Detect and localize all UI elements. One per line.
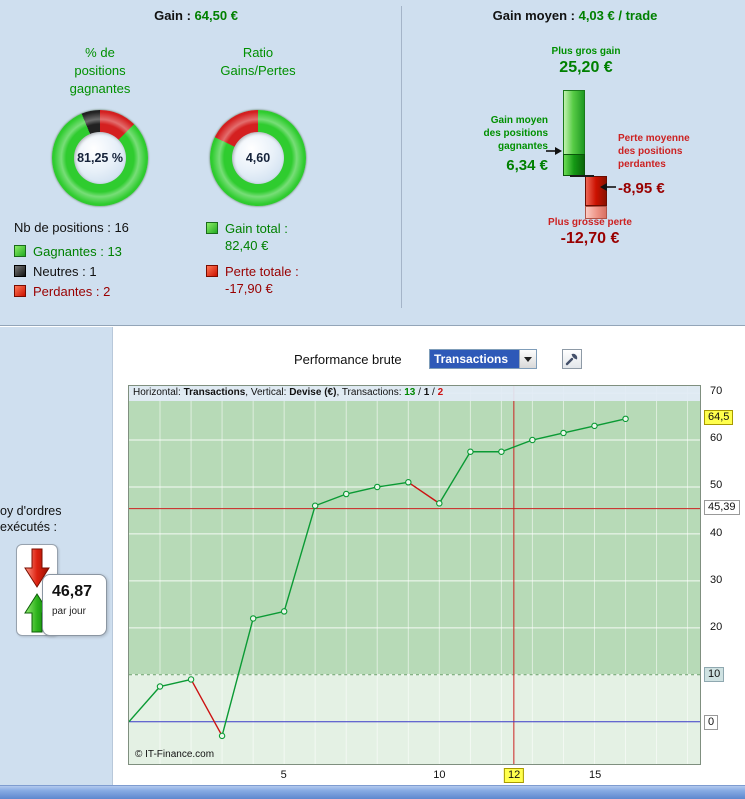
average-loss-value: -8,95 € — [618, 180, 665, 197]
gain-loss-ratio-title: Ratio Gains/Pertes — [220, 45, 296, 78]
left-sidebar: oy d'ordres exécutés : 46,87 par jour — [0, 327, 113, 785]
x-axis: 5 10 15 12 — [128, 768, 701, 785]
winning-positions-title: % de positions gagnantes — [69, 45, 131, 96]
x-tick-label: 10 — [433, 769, 446, 781]
legend-row-winners: Gagnantes : 13 — [14, 241, 129, 261]
info-vertical-value: Devise (€) — [289, 387, 337, 398]
red-square-icon — [14, 285, 26, 297]
winning-positions-percent: 81,25 % — [77, 151, 123, 165]
info-neutral-count: 1 — [423, 387, 430, 398]
gain-loss-ratio-value: 4,60 — [245, 151, 271, 165]
orders-per-day-value: 46,87 — [52, 583, 93, 600]
y-axis: 20 30 40 50 60 70 64,5 45,39 10 0 — [703, 385, 745, 767]
chart-horizontal-axis-select[interactable]: Transactions — [429, 349, 537, 369]
bar-junction-tick — [570, 175, 594, 177]
x-tick-label: 15 — [588, 769, 602, 781]
info-horizontal-label: Horizontal: — [133, 387, 184, 398]
y-tick-label: 40 — [710, 526, 723, 539]
green-square-icon — [206, 222, 218, 234]
totals-legend: Gain total : 82,40 € Perte totale : -17,… — [206, 220, 299, 306]
y-axis-badge: 45,39 — [704, 500, 740, 516]
select-value: Transactions — [430, 350, 519, 368]
legend-row-total-loss: Perte totale : -17,90 € — [206, 263, 299, 297]
total-loss: Perte totale : -17,90 € — [225, 263, 299, 297]
red-square-icon — [206, 265, 218, 277]
total-gain: Gain total : 82,40 € — [225, 220, 288, 254]
info-wins-count: 13 — [404, 387, 416, 398]
orders-label-line2: exécutés : — [0, 520, 57, 534]
legend-row-neutral: Neutres : 1 — [14, 261, 129, 281]
legend-row-total-gain: Gain total : 82,40 € — [206, 220, 299, 254]
info-separator: / — [415, 387, 424, 398]
positions-legend: Nb de positions : 16 Gagnantes : 13 Neut… — [14, 220, 129, 301]
neutral-count-label: Neutres : 1 — [33, 263, 97, 279]
positions-count-label: Nb de positions : 16 — [14, 220, 129, 235]
y-tick-label: 70 — [710, 385, 723, 398]
performance-chart-title: Performance brute — [294, 352, 402, 367]
y-axis-badge: 10 — [704, 667, 725, 683]
winning-positions-donut: 81,25 % — [52, 110, 148, 206]
total-gain-label: Gain total : — [225, 221, 288, 236]
y-axis-badge: 64,5 — [704, 410, 734, 426]
biggest-loss-label: Plus grosse perte — [548, 217, 632, 228]
y-tick-label: 60 — [710, 432, 723, 445]
donut-hole: 4,60 — [232, 132, 284, 184]
x-axis-badge: 12 — [504, 768, 525, 783]
arrow-right-icon — [546, 147, 562, 155]
x-tick-label: 5 — [280, 769, 287, 781]
info-transactions-label: , Transactions: — [336, 387, 405, 398]
info-vertical-label: , Vertical: — [245, 387, 290, 398]
average-win-bar — [563, 154, 585, 176]
orders-per-day-unit: par jour — [52, 606, 86, 617]
total-gain-value: 82,40 € — [225, 238, 269, 253]
average-win-label: Gain moyen des positions gagnantes — [483, 115, 548, 152]
gain-title: Gain : 64,50 € — [0, 8, 392, 23]
y-tick-label: 20 — [710, 621, 723, 634]
average-win-value: 6,34 € — [506, 157, 548, 174]
average-gain-label: Gain moyen : — [492, 8, 575, 23]
orders-label-line1: oy d'ordres — [0, 504, 62, 518]
wrench-icon — [565, 353, 578, 366]
performance-chart-plot[interactable] — [128, 385, 701, 765]
chart-info-bar: Horizontal: Transactions, Vertical: Devi… — [129, 386, 700, 401]
copyright-label: © IT-Finance.com — [135, 749, 215, 760]
average-gain-value: 4,03 € / trade — [578, 8, 658, 23]
y-tick-label: 50 — [710, 479, 723, 492]
chart-settings-button[interactable] — [562, 349, 582, 369]
info-losses-count: 2 — [437, 387, 444, 398]
total-loss-label: Perte totale : — [225, 264, 299, 279]
panel-divider — [401, 6, 402, 308]
losers-count-label: Perdantes : 2 — [33, 283, 111, 299]
performance-line-chart[interactable] — [129, 386, 700, 764]
caret-glyph — [524, 357, 532, 366]
info-horizontal-value: Transactions — [183, 387, 246, 398]
biggest-gain-label: Plus gros gain — [551, 46, 621, 57]
info-separator: / — [429, 387, 438, 398]
biggest-loss-value: -12,70 € — [560, 230, 620, 247]
legend-row-losers: Perdantes : 2 — [14, 281, 129, 301]
y-axis-badge: 0 — [704, 714, 719, 730]
black-square-icon — [14, 265, 26, 277]
average-gain-title: Gain moyen : 4,03 € / trade — [408, 8, 742, 23]
gain-label: Gain : — [154, 8, 191, 23]
orders-per-day-label: oy d'ordres exécutés : — [0, 503, 92, 535]
biggest-loss-bar — [585, 206, 607, 219]
orders-per-day-bubble: 46,87 par jour — [42, 574, 107, 636]
gain-loss-ratio-donut: 4,60 — [210, 110, 306, 206]
average-loss-label: Perte moyenne des positions perdantes — [618, 133, 690, 170]
arrow-left-icon — [600, 183, 616, 191]
gain-value: 64,50 € — [194, 8, 238, 23]
total-loss-value: -17,90 € — [225, 281, 273, 296]
winners-count-label: Gagnantes : 13 — [33, 243, 122, 259]
summary-panel: Gain : 64,50 € % de positions gagnantes … — [0, 0, 745, 326]
green-square-icon — [14, 245, 26, 257]
bottom-taskbar — [0, 785, 745, 799]
biggest-gain-value: 25,20 € — [559, 59, 613, 76]
donut-hole: 81,25 % — [74, 132, 126, 184]
chevron-down-icon[interactable] — [519, 350, 536, 368]
average-loss-bar — [585, 176, 607, 206]
y-tick-label: 30 — [710, 573, 723, 586]
